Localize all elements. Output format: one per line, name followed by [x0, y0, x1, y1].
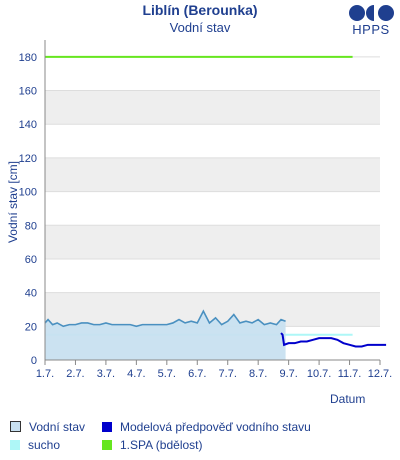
y-tick-label: 40 — [25, 288, 37, 300]
legend-item-vodni-stav: Vodní stav — [10, 420, 85, 434]
x-tick-label: 12.7. — [368, 368, 392, 380]
x-tick-label: 6.7. — [188, 368, 206, 380]
logo-text: HPPS — [352, 22, 390, 37]
legend-swatch-sucho — [10, 440, 20, 450]
x-tick-label: 8.7. — [249, 368, 267, 380]
legend-label: sucho — [28, 438, 61, 452]
y-tick-label: 180 — [19, 52, 37, 64]
x-tick-label: 10.7. — [307, 368, 331, 380]
y-tick-label: 60 — [25, 254, 37, 266]
legend-swatch-spa1 — [102, 440, 112, 450]
x-tick-label: 5.7. — [158, 368, 176, 380]
x-tick-label: 11.7. — [338, 368, 362, 380]
x-tick-label: 2.7. — [66, 368, 84, 380]
legend-item-spa1: 1.SPA (bdělost) — [102, 438, 203, 452]
y-tick-label: 100 — [19, 187, 37, 199]
hpps-logo-icon — [349, 5, 394, 21]
x-tick-label: 9.7. — [279, 368, 297, 380]
x-tick-label: 4.7. — [127, 368, 145, 380]
x-tick-label: 7.7. — [219, 368, 237, 380]
x-tick-label: 3.7. — [97, 368, 115, 380]
y-tick-label: 160 — [19, 86, 37, 98]
forecast-line — [280, 332, 387, 348]
legend-item-sucho: sucho — [10, 438, 60, 452]
legend-swatch-forecast — [102, 422, 112, 432]
y-tick-label: 0 — [31, 355, 37, 367]
grid-band — [45, 157, 380, 192]
legend-item-forecast: Modelová předpověď vodního stavu — [102, 420, 311, 434]
x-tick-label: 1.7. — [36, 368, 54, 380]
hpps-logo: HPPS — [346, 4, 396, 40]
observed-line — [44, 309, 286, 328]
grid-band — [45, 225, 380, 259]
y-tick-label: 20 — [25, 321, 37, 333]
chart-title: Liblín (Berounka) — [142, 2, 258, 18]
chart-subtitle: Vodní stav — [169, 20, 231, 35]
legend-label: Modelová předpověď vodního stavu — [120, 420, 311, 434]
legend-label: 1.SPA (bdělost) — [120, 438, 203, 452]
y-tick-label: 120 — [19, 153, 37, 165]
x-axis-label: Datum — [330, 392, 366, 406]
legend-swatch-vodni-stav — [10, 421, 21, 432]
y-tick-label: 140 — [19, 119, 37, 131]
grid-band — [45, 90, 380, 125]
y-axis-label: Vodní stav [cm] — [6, 160, 20, 244]
legend-label: Vodní stav — [29, 420, 86, 434]
y-tick-label: 80 — [25, 220, 37, 232]
